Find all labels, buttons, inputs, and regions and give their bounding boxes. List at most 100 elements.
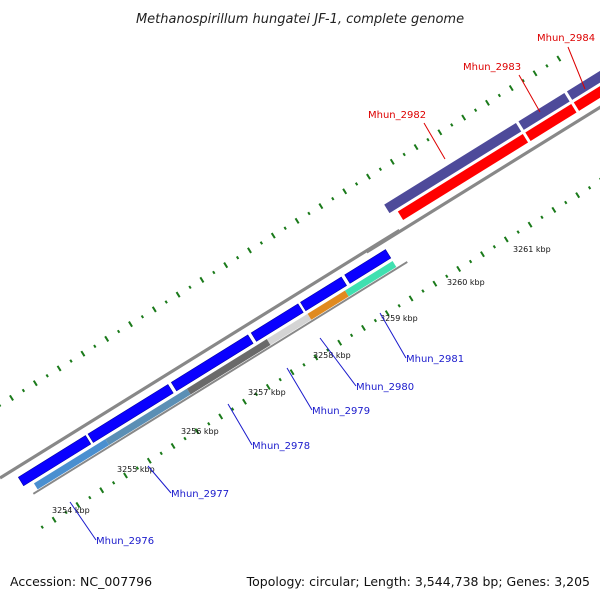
tick-label-3255: 3255 kbp bbox=[117, 465, 155, 474]
gene-leader-line bbox=[147, 465, 172, 494]
outer-tick-dot bbox=[235, 255, 240, 260]
inner-tick-dot bbox=[587, 185, 592, 190]
inner-tick-dot bbox=[99, 487, 105, 494]
outer-tick-dot bbox=[93, 344, 97, 349]
outer-tick-dot bbox=[497, 93, 502, 98]
outer-tick-dot bbox=[378, 167, 383, 172]
outer-tick-dot bbox=[389, 158, 395, 165]
inner-ring-line bbox=[32, 261, 408, 495]
reverse-cds-red bbox=[525, 103, 577, 141]
inner-tick-dot bbox=[218, 413, 224, 420]
outer-tick-dot bbox=[318, 203, 324, 210]
gene-band-mhun-2980 bbox=[307, 290, 349, 320]
inner-tick-dot bbox=[207, 422, 211, 426]
inner-tick-dot bbox=[540, 215, 544, 220]
outer-tick-dot bbox=[259, 241, 264, 245]
outer-tick-dot bbox=[270, 232, 276, 239]
gene-leader-line bbox=[286, 367, 313, 411]
gene-leader-line bbox=[69, 501, 97, 541]
gene-label-mhun-2981: Mhun_2981 bbox=[406, 354, 464, 365]
inner-tick-dot bbox=[183, 436, 187, 441]
tick-label-3261: 3261 kbp bbox=[513, 245, 551, 254]
outer-tick-dot bbox=[164, 300, 168, 304]
gene-label-mhun-2976: Mhun_2976 bbox=[96, 536, 154, 547]
outer-tick-dot bbox=[116, 329, 121, 334]
inner-tick-dot bbox=[480, 251, 485, 258]
inner-tick-dot bbox=[408, 295, 414, 302]
inner-tick-dot bbox=[564, 200, 568, 205]
inner-tick-dot bbox=[302, 363, 306, 367]
outer-tick-dot bbox=[532, 70, 538, 77]
outer-tick-dot bbox=[128, 321, 133, 328]
forward-cds-block bbox=[300, 276, 347, 312]
forward-cds-block bbox=[344, 249, 392, 284]
inner-tick-dot bbox=[88, 495, 92, 500]
outer-tick-dot bbox=[69, 359, 73, 363]
gene-label-mhun-2977: Mhun_2977 bbox=[171, 489, 229, 500]
inner-tick-dot bbox=[384, 310, 390, 317]
inner-tick-dot bbox=[194, 428, 200, 435]
inner-tick-dot bbox=[40, 525, 44, 529]
gene-leader-line bbox=[423, 122, 446, 160]
genome-summary-text: Topology: circular; Length: 3,544,738 bp… bbox=[246, 574, 590, 589]
gene-leader-line bbox=[227, 403, 253, 446]
outer-tick-dot bbox=[175, 291, 181, 298]
gene-band-mhun-2981 bbox=[345, 261, 397, 297]
tick-label-3259: 3259 kbp bbox=[380, 314, 418, 323]
outer-tick-dot bbox=[140, 314, 145, 319]
accession-text: Accession: NC_007796 bbox=[10, 574, 153, 589]
inner-tick-dot bbox=[468, 259, 473, 264]
gene-leader-line bbox=[379, 312, 407, 359]
gene-leader-line bbox=[567, 46, 586, 90]
outer-tick-dot bbox=[45, 373, 49, 378]
gene-label-mhun-2984: Mhun_2984 bbox=[537, 33, 595, 44]
outer-tick-dot bbox=[342, 188, 348, 195]
tick-label-3257: 3257 kbp bbox=[248, 388, 286, 397]
gene-label-mhun-2983: Mhun_2983 bbox=[463, 62, 521, 73]
gene-label-mhun-2979: Mhun_2979 bbox=[312, 406, 370, 417]
inner-tick-dot bbox=[265, 383, 271, 391]
inner-tick-dot bbox=[432, 280, 438, 287]
tick-label-3256: 3256 kbp bbox=[181, 427, 219, 436]
outer-tick-dot bbox=[354, 182, 359, 186]
outer-tick-dot bbox=[521, 78, 525, 83]
inner-tick-dot bbox=[503, 236, 509, 243]
inner-tick-dot bbox=[527, 221, 533, 228]
reverse-cds-block bbox=[384, 122, 522, 214]
gene-leader-line bbox=[518, 74, 541, 113]
reverse-cds-block bbox=[518, 92, 570, 130]
inner-tick-dot bbox=[397, 304, 401, 308]
outer-tick-dot bbox=[307, 211, 311, 216]
gene-band-mhun-2976 bbox=[33, 439, 110, 490]
inner-tick-dot bbox=[326, 348, 330, 352]
outer-tick-dot bbox=[402, 152, 406, 157]
outer-tick-dot bbox=[413, 144, 419, 151]
gene-band-mhun-2979 bbox=[266, 313, 312, 345]
outer-tick-dot bbox=[461, 114, 467, 121]
outer-tick-dot bbox=[32, 380, 38, 387]
forward-cds-block bbox=[87, 384, 174, 443]
outer-tick-dot bbox=[485, 99, 490, 106]
outer-tick-dot bbox=[223, 262, 229, 269]
outer-tick-dot bbox=[188, 285, 192, 290]
inner-tick-dot bbox=[242, 398, 247, 405]
outer-tick-dot bbox=[283, 226, 287, 231]
inner-tick-dot bbox=[575, 192, 581, 199]
gene-label-mhun-2978: Mhun_2978 bbox=[252, 441, 310, 452]
gene-band-mhun-2977 bbox=[105, 388, 191, 446]
inner-tick-dot bbox=[75, 501, 81, 509]
outer-tick-dot bbox=[556, 55, 562, 62]
inner-tick-dot bbox=[456, 265, 462, 272]
outer-tick-dot bbox=[247, 247, 252, 254]
inner-tick-dot bbox=[135, 466, 140, 470]
gene-label-mhun-2982: Mhun_2982 bbox=[368, 110, 426, 121]
tick-label-3258: 3258 kbp bbox=[313, 351, 351, 360]
inner-tick-dot bbox=[123, 472, 128, 479]
inner-tick-dot bbox=[445, 274, 449, 279]
inner-tick-dot bbox=[551, 206, 557, 213]
reverse-cds-red bbox=[573, 86, 600, 111]
outer-tick-dot bbox=[366, 173, 371, 180]
inner-tick-dot bbox=[159, 451, 163, 456]
outer-tick-dot bbox=[545, 64, 549, 68]
